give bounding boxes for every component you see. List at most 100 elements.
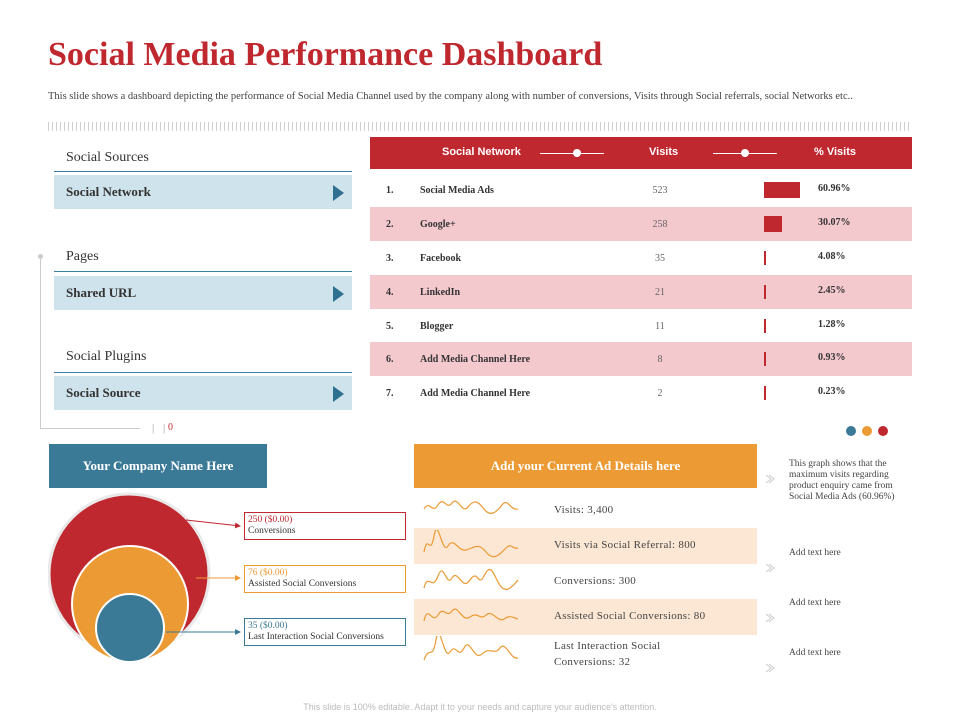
metric-text: Assisted Social Conversions: 80 [554,610,706,622]
metric-text: Visits: 3,400 [554,504,614,516]
table-header: Social Network Visits % Visits [370,137,912,169]
row-network-name: Add Media Channel Here [420,354,531,365]
metric-text: Visits via Social Referral: 800 [554,539,696,551]
dot-red[interactable] [878,426,888,436]
section-divider [54,372,352,373]
assisted-conversions-value: 76 ($0.00) [248,568,288,578]
row-network-name: Google+ [420,219,456,230]
note-text: Add text here [789,548,841,558]
menu-item-shared-url[interactable]: Shared URL [54,276,352,310]
page-subtitle: This slide shows a dashboard depicting t… [48,91,853,102]
row-visits: 35 [655,253,665,264]
note-text: Add text here [789,648,841,658]
circle-last-interaction [95,593,165,662]
row-network-name: Social Media Ads [420,185,494,196]
pagination-dots [846,423,894,441]
timeline-line [40,256,41,428]
chevron-right-icon [765,610,775,623]
table-row[interactable]: 7. Add Media Channel Here 2 0.23% [370,376,912,410]
row-number: 6. [386,354,394,365]
row-number: 2. [386,219,394,230]
play-arrow-icon [333,286,344,302]
table-row[interactable]: 1. Social Media Ads 523 60.96% [370,173,912,207]
section-heading-social-plugins: Social Plugins [66,349,147,364]
chevron-right-icon [765,560,775,573]
sparkline [423,530,519,558]
table-row[interactable]: 5. Blogger 11 1.28% [370,309,912,343]
metric-row: Last Interaction Social Conversions: 32 [414,634,757,670]
metric-text-line2: Conversions: 32 [554,656,631,668]
metric-text: Conversions: 300 [554,575,637,587]
table-row[interactable]: 2. Google+ 258 30.07% [370,207,912,241]
row-number: 1. [386,185,394,196]
row-visits: 11 [655,321,665,332]
row-number: 4. [386,287,394,298]
row-percent-bar [764,319,766,333]
row-visits: 258 [652,219,668,230]
menu-item-label: Shared URL [66,285,137,300]
tick-marks: | | [152,422,169,434]
metric-row: Visits: 3,400 [414,493,757,529]
company-name-box: Your Company Name Here [49,444,267,488]
hatch-divider [48,122,912,131]
header-visits: Visits [649,146,679,158]
menu-item-social-network[interactable]: Social Network [54,175,352,209]
row-visits: 2 [657,388,663,399]
metric-row: Conversions: 300 [414,564,757,600]
play-arrow-icon [333,185,344,201]
assisted-conversions-label: 76 ($0.00) Assisted Social Conversions [244,565,406,593]
timeline-baseline [40,428,140,429]
row-network-name: LinkedIn [420,287,461,298]
row-visits: 21 [655,287,665,298]
sparkline [423,500,519,514]
dot-blue[interactable] [846,426,856,436]
table-row[interactable]: 3. Facebook 35 4.08% [370,241,912,275]
row-percent: 60.96% [818,183,851,194]
sparkline [423,608,519,622]
table-row[interactable]: 4. LinkedIn 21 2.45% [370,275,912,309]
metric-row: Assisted Social Conversions: 80 [414,599,757,635]
metric-text-line1: Last Interaction Social [554,640,661,652]
metric-row: Visits via Social Referral: 800 [414,528,757,564]
row-visits: 8 [657,354,663,365]
row-percent: 2.45% [818,285,846,296]
row-percent: 4.08% [818,251,846,262]
chevron-right-icon [765,660,775,673]
page-title: Social Media Performance Dashboard [48,36,603,73]
section-divider [54,171,352,172]
nested-circles-chart [48,492,211,662]
row-percent-bar [764,386,766,400]
row-network-name: Facebook [420,253,462,264]
row-visits: 523 [652,185,668,196]
section-divider [54,271,352,272]
row-percent: 0.93% [818,352,846,363]
note-text: This graph shows that the maximum visits… [789,459,895,502]
conversions-label: 250 ($0.00) Conversions [244,512,406,540]
play-arrow-icon [333,386,344,402]
ad-details-box: Add your Current Ad Details here [414,444,757,488]
row-network-name: Blogger [420,321,454,332]
tick-label: 0 [168,422,173,433]
conversions-caption: Conversions [248,526,296,536]
row-number: 3. [386,253,394,264]
header-slider-line [540,153,604,154]
menu-item-social-source[interactable]: Social Source [54,376,352,410]
section-heading-pages: Pages [66,249,99,264]
header-slider-dot[interactable] [741,149,749,157]
dot-orange[interactable] [862,426,872,436]
last-interaction-label: 35 ($0.00) Last Interaction Social Conve… [244,618,406,646]
sparkline [423,568,519,590]
header-social-network: Social Network [442,146,521,158]
conversions-value: 250 ($0.00) [248,515,293,525]
assisted-conversions-caption: Assisted Social Conversions [248,579,357,589]
menu-item-label: Social Network [66,184,151,199]
row-percent-bar [764,285,766,299]
footer-note: This slide is 100% editable. Adapt it to… [303,702,657,712]
table-row[interactable]: 6. Add Media Channel Here 8 0.93% [370,342,912,376]
header-percent-visits: % Visits [814,146,856,158]
last-interaction-caption: Last Interaction Social Conversions [248,632,384,642]
header-slider-dot[interactable] [573,149,581,157]
row-number: 7. [386,388,394,399]
section-heading-social-sources: Social Sources [66,150,149,165]
